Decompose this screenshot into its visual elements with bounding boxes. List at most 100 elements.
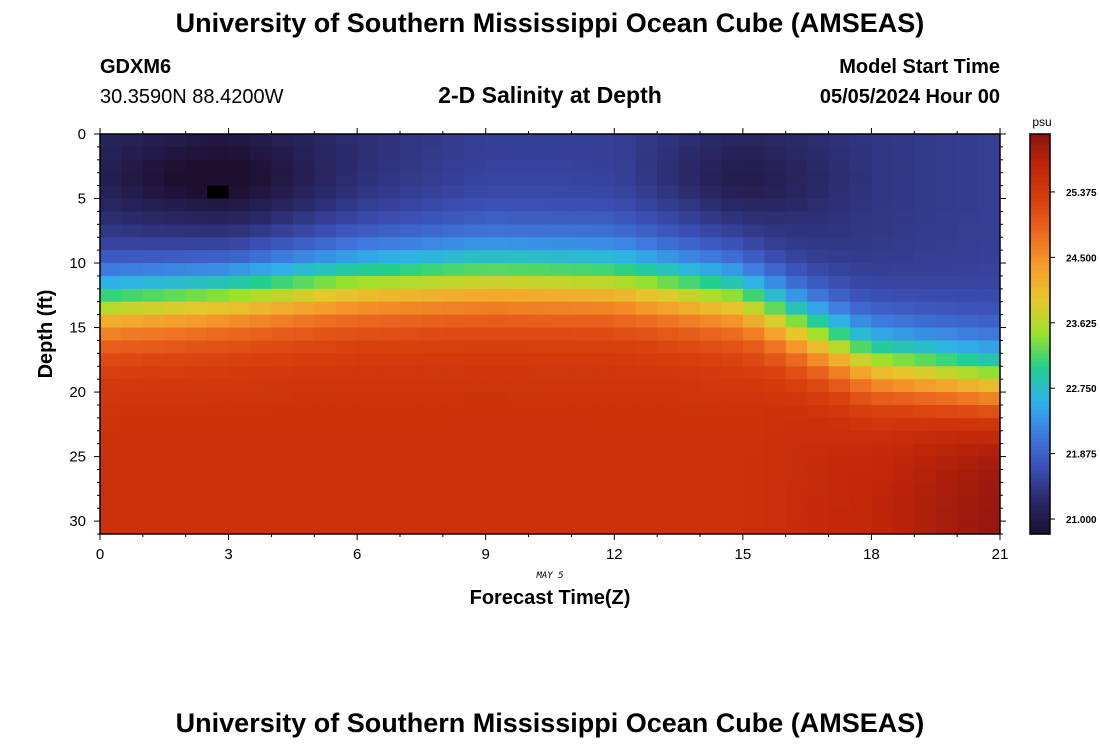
heatmap-cell <box>507 430 530 445</box>
heatmap-cell <box>185 250 208 264</box>
heatmap-cell <box>764 404 787 419</box>
heatmap-cell <box>764 185 787 200</box>
heatmap-cell <box>550 146 572 161</box>
heatmap-cell <box>250 327 272 341</box>
colorbar-step <box>1030 242 1050 247</box>
heatmap-cell <box>228 404 251 419</box>
heatmap-cell <box>957 366 980 380</box>
heatmap-cell <box>164 366 187 380</box>
heatmap-cell <box>164 211 187 225</box>
heatmap-cell <box>507 366 530 380</box>
heatmap-cell <box>271 134 294 148</box>
heatmap-cell <box>914 521 937 535</box>
heatmap-cell <box>935 353 958 367</box>
heatmap-cell <box>657 185 680 200</box>
heatmap-cell <box>485 159 508 174</box>
heatmap-cell <box>957 288 980 303</box>
heatmap-cell <box>100 134 122 148</box>
heatmap-cell <box>957 275 980 290</box>
heatmap-cell <box>721 353 744 367</box>
heatmap-cell <box>635 185 658 200</box>
heatmap-cell <box>721 430 744 445</box>
heatmap-cell <box>550 469 572 483</box>
heatmap-cell <box>550 379 572 393</box>
heatmap-cell <box>871 327 894 341</box>
heatmap-cell <box>635 430 658 445</box>
heatmap-cell <box>250 198 272 212</box>
heatmap-cell <box>614 314 637 329</box>
heatmap-cell <box>957 263 980 277</box>
heatmap-cell <box>657 404 680 419</box>
heatmap-cell <box>100 353 122 367</box>
heatmap-cell <box>121 417 144 432</box>
heatmap-cell <box>121 353 144 367</box>
heatmap-cell <box>571 237 594 251</box>
colorbar-step <box>1030 282 1050 287</box>
heatmap-cell <box>164 327 187 341</box>
heatmap-cell <box>250 250 272 264</box>
heatmap-cell <box>935 379 958 393</box>
heatmap-cell <box>271 469 294 483</box>
heatmap-cell <box>271 482 294 496</box>
heatmap-cell <box>764 314 787 329</box>
heatmap-cell <box>528 134 551 148</box>
heatmap-cell <box>142 288 165 303</box>
heatmap-cell <box>614 237 637 251</box>
colorbar-step <box>1030 498 1050 503</box>
heatmap-cell <box>292 404 315 419</box>
colorbar-step <box>1030 302 1050 307</box>
heatmap-cell <box>828 263 851 277</box>
heatmap-cell <box>121 263 144 277</box>
heatmap-cell <box>892 456 915 470</box>
heatmap-cell <box>657 392 680 406</box>
heatmap-cell <box>957 340 980 354</box>
colorbar-step <box>1030 310 1050 315</box>
heatmap-cell <box>978 159 1001 174</box>
heatmap-cell <box>464 340 487 354</box>
heatmap-cell <box>250 366 272 380</box>
heatmap-cell <box>764 263 787 277</box>
colorbar-step <box>1030 206 1050 211</box>
heatmap-cell <box>678 301 701 316</box>
heatmap-cell <box>914 211 937 225</box>
heatmap-cell <box>550 404 572 419</box>
heatmap-cell <box>250 275 272 290</box>
heatmap-cell <box>357 211 380 225</box>
heatmap-cell <box>400 275 422 290</box>
heatmap-cell <box>550 314 572 329</box>
heatmap-cell <box>357 224 380 238</box>
heatmap-cell <box>721 275 744 290</box>
heatmap-cell <box>742 301 765 316</box>
heatmap-cell <box>828 275 851 290</box>
heatmap-cell <box>892 314 915 329</box>
heatmap-cell <box>700 185 722 200</box>
colorbar-step <box>1030 318 1050 323</box>
heatmap-cell <box>914 301 937 316</box>
heatmap-cell <box>892 301 915 316</box>
heatmap-cell <box>871 430 894 445</box>
heatmap-cell <box>785 146 808 161</box>
heatmap-cell <box>250 495 272 509</box>
heatmap-cell <box>871 159 894 174</box>
heatmap-cell <box>550 482 572 496</box>
heatmap-cell <box>442 250 465 264</box>
colorbar-step <box>1030 462 1050 467</box>
heatmap-cell <box>635 237 658 251</box>
heatmap-cell <box>142 172 165 187</box>
heatmap-cell <box>528 301 551 316</box>
heatmap-cell <box>700 211 722 225</box>
heatmap-cell <box>700 237 722 251</box>
heatmap-cell <box>485 340 508 354</box>
colorbar-step <box>1030 426 1050 431</box>
heatmap-cell <box>121 469 144 483</box>
heatmap-cell <box>357 146 380 161</box>
heatmap-cell <box>871 340 894 354</box>
heatmap-cell <box>100 263 122 277</box>
heatmap-cell <box>635 224 658 238</box>
heatmap-cell <box>185 456 208 470</box>
heatmap-cell <box>378 495 401 509</box>
heatmap-cell <box>828 521 851 535</box>
colorbar-step <box>1030 174 1050 179</box>
x-tick-labels: 0 3 6 9 12 15 18 21 <box>96 546 1009 563</box>
